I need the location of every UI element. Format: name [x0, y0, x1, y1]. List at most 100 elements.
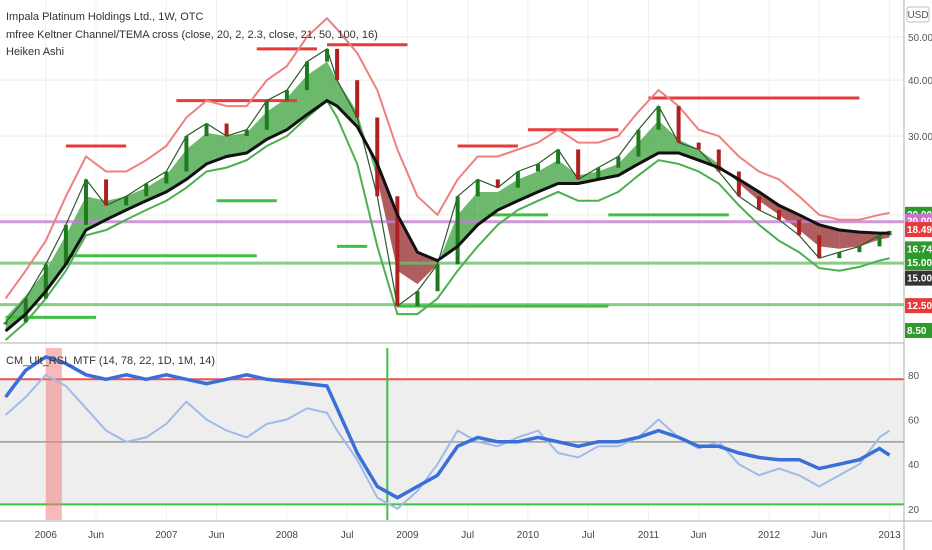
bull-cloud	[186, 132, 207, 180]
lower-keltner-band	[4, 99, 890, 341]
rsi-main-line	[4, 354, 891, 500]
candle	[435, 264, 440, 292]
price-tag	[905, 241, 932, 257]
candle	[817, 235, 822, 259]
bull-cloud	[126, 187, 147, 211]
level-lines	[0, 43, 904, 319]
bull-cloud	[618, 142, 639, 176]
candle	[756, 196, 761, 211]
price-tag-label: 16.74	[907, 244, 932, 255]
price-tag	[905, 255, 932, 271]
price-tag-label: 15.00	[907, 274, 932, 285]
price-tag	[905, 298, 932, 314]
bear-cloud	[417, 252, 438, 285]
candle	[325, 48, 330, 62]
price-tick-label: 50.00	[908, 33, 932, 44]
time-tick-label: 2006	[35, 530, 58, 541]
candle	[716, 149, 721, 172]
rsi-overbought-highlight	[45, 348, 62, 520]
candle	[556, 149, 561, 164]
candle	[304, 61, 309, 91]
candle	[204, 123, 209, 137]
candle	[656, 106, 661, 130]
candle	[184, 136, 189, 172]
time-tick-label: Jun	[208, 530, 224, 541]
bull-cloud	[658, 120, 679, 153]
time-tick-label: 2008	[276, 530, 299, 541]
candle	[335, 48, 340, 81]
bear-cloud	[738, 179, 759, 201]
bear-cloud	[377, 163, 398, 271]
candle	[375, 117, 380, 197]
candle	[144, 183, 149, 197]
time-tick-label: Jun	[691, 530, 707, 541]
currency-button[interactable]	[906, 6, 930, 23]
bull-cloud	[457, 191, 478, 247]
bull-cloud	[306, 61, 328, 115]
bull-cloud	[266, 97, 287, 140]
candle	[535, 163, 540, 172]
price-tick-label: 40.00	[908, 76, 932, 87]
candle	[415, 291, 420, 307]
price-tag	[905, 270, 932, 286]
time-tick-label: 2012	[758, 530, 781, 541]
candle	[43, 264, 48, 299]
candle	[264, 100, 269, 130]
candle	[636, 129, 641, 157]
time-tick-label: Jun	[811, 530, 827, 541]
time-tick-label: 2007	[155, 530, 178, 541]
candle	[495, 179, 500, 188]
candle	[455, 196, 460, 265]
price-line	[5, 47, 890, 323]
candle	[837, 252, 842, 259]
candle	[777, 210, 782, 220]
rsi-tick-label: 60	[908, 415, 920, 426]
time-tick-label: 2011	[638, 530, 660, 541]
tema-line	[4, 98, 890, 333]
bear-cloud	[819, 224, 840, 249]
candle	[515, 171, 520, 188]
bear-cloud	[839, 229, 860, 249]
bull-cloud	[65, 196, 86, 265]
bull-cloud	[437, 214, 458, 265]
candle	[224, 123, 229, 137]
candle	[124, 196, 129, 206]
candle	[244, 129, 249, 137]
bear-cloud	[779, 205, 800, 230]
bull-cloud	[578, 171, 599, 184]
candle	[104, 179, 109, 206]
axis-layer: 50.0040.0030.0020.002006Jun2007Jun2008Ju…	[35, 33, 932, 541]
candle	[857, 246, 862, 253]
chart-title: Impala Platinum Holdings Ltd., 1W, OTC	[6, 11, 204, 23]
time-tick-label: 2010	[517, 530, 540, 541]
time-tick-label: 2009	[396, 530, 419, 541]
bull-cloud	[718, 163, 739, 184]
bull-cloud	[226, 132, 247, 157]
price-tag	[905, 322, 932, 338]
candle	[164, 171, 169, 184]
candle	[797, 219, 802, 236]
time-tick-label: 2013	[878, 530, 901, 541]
bull-cloud	[337, 80, 358, 127]
time-tick-label: Jul	[582, 530, 595, 541]
time-tick-label: Jul	[341, 530, 354, 541]
candle	[395, 196, 400, 307]
candle	[596, 167, 601, 180]
candle	[616, 156, 621, 168]
indicator-rsi-label: CM_Ult_RSI_MTF (14, 78, 22, 1D, 1M, 14)	[6, 355, 215, 367]
candle	[696, 142, 701, 150]
price-tag-label: 18.49	[907, 225, 932, 236]
bull-cloud	[698, 149, 719, 168]
candle	[877, 235, 882, 247]
bear-cloud	[397, 214, 418, 285]
indicator-heiken-label: Heiken Ashi	[6, 46, 64, 58]
candle	[475, 179, 480, 197]
time-tick-label: Jul	[461, 530, 474, 541]
indicator-keltner-label: mfree Keltner Channel/TEMA cross (close,…	[6, 29, 378, 41]
upper-keltner-band	[4, 16, 890, 300]
price-tag-label: 8.50	[907, 326, 927, 337]
bear-cloud	[758, 191, 780, 215]
bull-cloud	[286, 75, 307, 130]
bear-cloud	[859, 232, 880, 247]
